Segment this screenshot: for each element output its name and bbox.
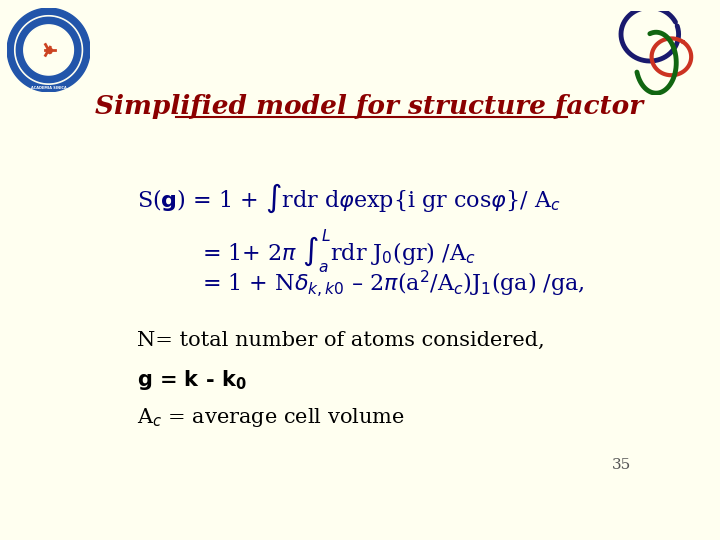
Polygon shape [7, 8, 90, 92]
Text: = 1+ 2$\pi$ $\int_a^L$rdr J$_0$(gr) /A$_c$: = 1+ 2$\pi$ $\int_a^L$rdr J$_0$(gr) /A$_… [202, 227, 475, 275]
Text: = 1 + N$\delta_{k,k0}$ – 2$\pi$(a$^2$/A$_c$)J$_1$(ga) /ga,: = 1 + N$\delta_{k,k0}$ – 2$\pi$(a$^2$/A$… [202, 268, 585, 300]
Polygon shape [24, 25, 73, 75]
Text: ACADEMIA SINICA: ACADEMIA SINICA [31, 86, 66, 91]
Text: 35: 35 [612, 458, 631, 472]
Text: S($\mathbf{g}$) = 1 + $\int$rdr d$\varphi$exp{i gr cos$\varphi$}/ A$_c$: S($\mathbf{g}$) = 1 + $\int$rdr d$\varph… [138, 181, 561, 214]
Polygon shape [14, 16, 83, 84]
Text: Simplified model for structure factor: Simplified model for structure factor [95, 94, 643, 119]
Polygon shape [17, 17, 81, 83]
Text: A$_c$ = average cell volume: A$_c$ = average cell volume [138, 406, 405, 429]
Text: $\mathbf{g}$ = $\mathbf{k}$ - $\mathbf{k_0}$: $\mathbf{g}$ = $\mathbf{k}$ - $\mathbf{k… [138, 368, 247, 393]
Text: N= total number of atoms considered,: N= total number of atoms considered, [138, 331, 545, 350]
